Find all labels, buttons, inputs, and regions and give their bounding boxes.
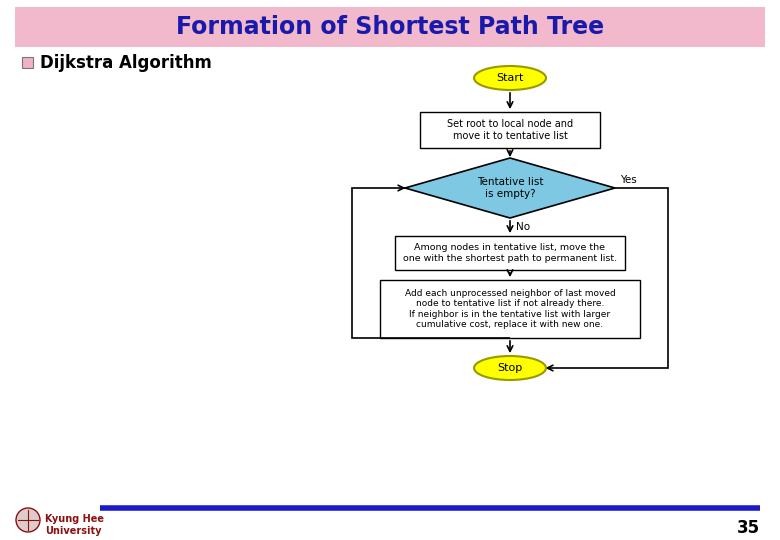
FancyBboxPatch shape: [22, 57, 33, 68]
Text: Tentative list
is empty?: Tentative list is empty?: [477, 177, 543, 199]
FancyBboxPatch shape: [15, 7, 765, 47]
Text: Dijkstra Algorithm: Dijkstra Algorithm: [40, 54, 212, 72]
Text: Add each unprocessed neighbor of last moved
node to tentative list if not alread: Add each unprocessed neighbor of last mo…: [405, 289, 615, 329]
Circle shape: [16, 508, 40, 532]
Text: No: No: [516, 222, 530, 232]
FancyBboxPatch shape: [380, 280, 640, 338]
Text: Set root to local node and
move it to tentative list: Set root to local node and move it to te…: [447, 119, 573, 141]
Text: Among nodes in tentative list, move the
one with the shortest path to permanent : Among nodes in tentative list, move the …: [403, 244, 617, 262]
Text: Yes: Yes: [620, 175, 636, 185]
Text: 35: 35: [737, 519, 760, 537]
FancyBboxPatch shape: [420, 112, 600, 148]
Polygon shape: [405, 158, 615, 218]
Text: Formation of Shortest Path Tree: Formation of Shortest Path Tree: [176, 15, 604, 39]
Text: Kyung Hee
University: Kyung Hee University: [45, 514, 104, 536]
Text: Start: Start: [496, 73, 523, 83]
FancyBboxPatch shape: [395, 236, 625, 270]
Text: Stop: Stop: [498, 363, 523, 373]
Ellipse shape: [474, 66, 546, 90]
Ellipse shape: [474, 356, 546, 380]
